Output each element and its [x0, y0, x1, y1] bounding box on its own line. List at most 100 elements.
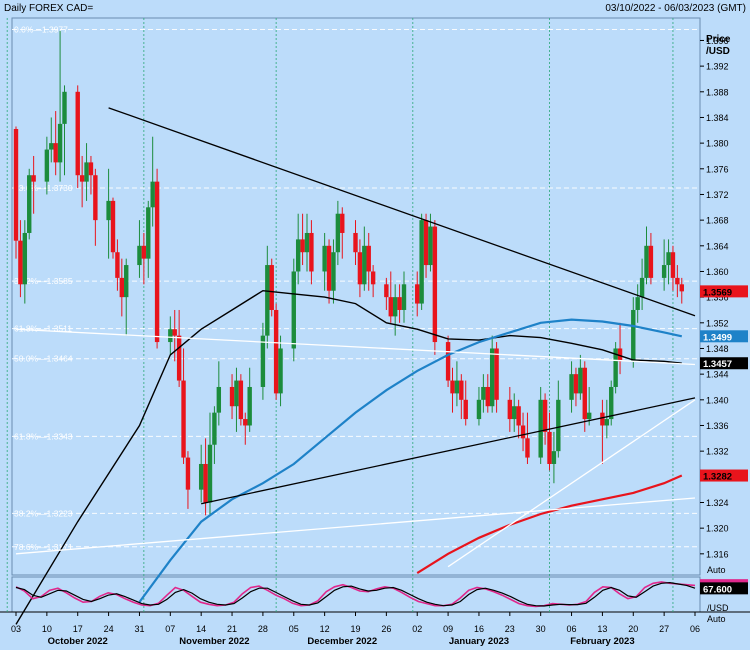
candle-down: [415, 284, 420, 304]
indicator-unit-label: /USD: [707, 603, 729, 613]
candle-up: [304, 232, 310, 253]
x-tick-label: 06: [690, 624, 700, 634]
candle-down: [181, 380, 186, 458]
candle-down: [203, 463, 208, 503]
candle-down: [229, 386, 235, 407]
candle-down: [172, 329, 177, 336]
candle-down: [119, 277, 125, 298]
candle-up: [331, 252, 336, 291]
candle-up: [106, 200, 111, 221]
candle-down: [507, 399, 513, 420]
price-tag-bg: [700, 357, 748, 370]
candle-down: [582, 367, 587, 420]
price-tick-label: 1.352: [706, 318, 729, 328]
candle-up: [489, 348, 495, 407]
x-tick-label: 10: [42, 624, 52, 634]
x-month-label: January 2023: [449, 636, 509, 647]
candle-down: [516, 406, 521, 426]
trendline: [15, 497, 696, 555]
candle-up: [613, 348, 618, 387]
price-tick-label: 1.396: [706, 36, 729, 46]
auto-scale-label-2[interactable]: Auto: [707, 614, 726, 624]
price-tag-label: 1.3499: [703, 332, 732, 343]
chart-date-range: 03/10/2022 - 06/03/2023 (GMT): [605, 3, 746, 14]
price-tag-bg: [700, 469, 748, 482]
candle-up: [198, 463, 204, 490]
candle-down: [13, 129, 19, 241]
candle-up: [150, 181, 155, 208]
candle-down: [459, 380, 464, 400]
oscillator-tag-label: 67.600: [703, 584, 732, 595]
candle-up: [260, 335, 266, 387]
candle-up: [124, 265, 129, 298]
candle-down: [542, 399, 548, 432]
candle-up: [278, 348, 283, 394]
auto-scale-label[interactable]: Auto: [707, 565, 726, 575]
candle-down: [79, 175, 85, 182]
candle-up: [635, 297, 640, 310]
fib-level-label: 61.8%—1.3511: [14, 324, 72, 334]
candle-down: [679, 284, 684, 292]
candle-down: [269, 265, 274, 310]
candle-down: [176, 335, 182, 381]
candle-up: [291, 271, 296, 349]
candle-up: [578, 367, 583, 394]
price-tick-label: 1.316: [706, 549, 729, 559]
oscillator-tag-bg: [700, 582, 748, 595]
candle-down: [494, 348, 499, 400]
candle-up: [62, 91, 67, 124]
candle-up: [234, 380, 239, 407]
candle-up: [392, 297, 398, 317]
candle-up: [644, 245, 649, 278]
price-tick-label: 1.344: [706, 370, 729, 380]
x-tick-label: 09: [443, 624, 453, 634]
candle-down: [648, 245, 654, 278]
candle-up: [84, 162, 89, 182]
candle-up: [586, 412, 592, 420]
moving-average-fast: [15, 289, 682, 625]
candle-down: [670, 252, 676, 278]
candle-down: [485, 386, 490, 407]
price-tag-bg: [700, 285, 748, 298]
candle-down: [300, 239, 305, 253]
fib-level-label: 38.2%—1.3223: [14, 508, 73, 518]
candle-down: [326, 245, 332, 291]
oscillator-line-d: [15, 581, 696, 607]
candle-down: [388, 297, 393, 317]
candle-down: [445, 342, 451, 381]
x-tick-label: 26: [381, 624, 391, 634]
x-month-label: November 2022: [179, 636, 249, 647]
fib-level-label: 0.0%—1.3977: [14, 25, 68, 35]
x-tick-label: 27: [659, 624, 669, 634]
fib-level-label: 78.6%—1.3171: [14, 542, 73, 552]
candle-down: [353, 232, 358, 253]
candle-down: [520, 425, 526, 439]
candle-up: [322, 245, 327, 272]
trendline: [201, 397, 696, 505]
x-tick-label: 16: [474, 624, 484, 634]
price-tick-label: 1.332: [706, 447, 729, 457]
candle-down: [115, 252, 120, 278]
candle-up: [481, 386, 486, 400]
x-month-label: October 2022: [48, 636, 108, 647]
candle-up: [265, 265, 270, 336]
candle-up: [247, 386, 252, 426]
candle-down: [357, 252, 363, 285]
candle-up: [137, 245, 142, 266]
price-tick-label: 1.320: [706, 524, 729, 534]
candle-down: [450, 380, 455, 394]
price-tick-label: 1.336: [706, 421, 729, 431]
x-tick-label: 12: [320, 624, 330, 634]
price-tick-label: 1.324: [706, 498, 729, 508]
x-tick-label: 17: [73, 624, 83, 634]
candle-down: [309, 232, 314, 272]
candle-up: [44, 149, 50, 182]
trendline: [447, 399, 696, 568]
x-tick-label: 31: [134, 624, 144, 634]
candle-up: [49, 143, 54, 150]
candle-up: [569, 374, 574, 400]
candle-up: [57, 123, 63, 163]
price-panel-frame: [11, 17, 701, 576]
